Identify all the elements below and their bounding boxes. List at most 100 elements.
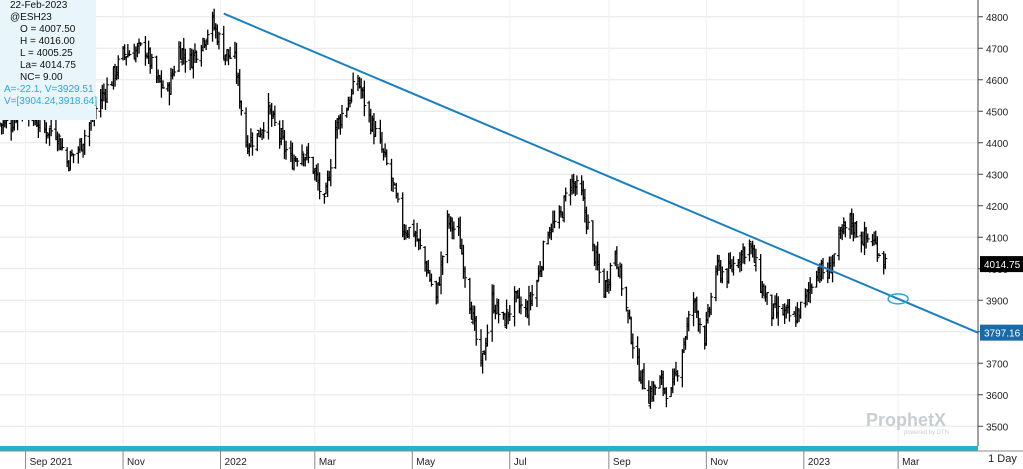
x-tick-label: Jul <box>514 457 527 468</box>
ohlc-bar <box>530 284 535 307</box>
downtrend-line[interactable] <box>223 12 979 334</box>
ohlc-bar <box>753 248 758 272</box>
ohlc-bar <box>697 318 702 334</box>
y-axis: 3500360037003800390040004100420043004400… <box>977 0 1023 449</box>
gridlines <box>0 0 978 446</box>
ohlc-bar <box>183 48 188 73</box>
ohlc-bar <box>624 286 629 312</box>
y-tick-label: 3700 <box>986 359 1009 370</box>
timeframe-button[interactable]: 1 Day <box>988 453 1017 465</box>
ohlc-bar <box>787 299 792 322</box>
ohlc-bar <box>586 214 591 230</box>
y-tick-label: 4200 <box>986 202 1009 213</box>
ohlc-bar <box>747 239 752 262</box>
ohlc-bar <box>49 119 54 137</box>
y-tick-label: 4700 <box>986 44 1009 55</box>
x-axis: Sep 2021 Nov 2022 Mar May Jul Sep Nov 2023 Mar <box>0 446 1023 469</box>
ohlc-bar <box>731 256 736 276</box>
y-axis-background <box>978 0 1023 449</box>
ohlc-bar <box>418 228 423 250</box>
x-tick-label: Sep <box>613 457 631 468</box>
ohlc-bar <box>239 100 244 116</box>
ohlc-bar <box>541 240 546 271</box>
ohlc-bar <box>686 310 691 332</box>
ohlc-bar <box>485 324 490 347</box>
ohlc-bar <box>266 93 271 140</box>
ohlc-bar <box>876 253 881 257</box>
x-tick-label: Sep 2021 <box>30 457 73 468</box>
ohlc-bar <box>597 253 602 284</box>
price-tags: 4014.75 3797.16 <box>980 256 1023 341</box>
angle-value: A=-22.1, V=3929.51 <box>4 84 94 95</box>
ohlc-bar <box>883 253 888 270</box>
value-range: V=[3904.24,3918.64] <box>4 96 98 107</box>
ohlc-bar <box>614 246 619 270</box>
ohlc-bar <box>60 138 65 150</box>
ohlc-bar <box>284 140 289 160</box>
ohlc-bar <box>149 53 154 69</box>
ohlc-bar <box>328 159 333 187</box>
bottom-band <box>0 446 978 451</box>
last-price-label: 4014.75 <box>984 260 1021 271</box>
ohlc-bar <box>57 133 62 151</box>
ohlc-bar <box>619 263 624 296</box>
ohlc-bar <box>71 153 76 164</box>
ohlc-bar <box>504 299 509 329</box>
ohlc-bar <box>440 255 445 275</box>
high-value: H = 4016.00 <box>20 36 75 47</box>
ohlc-bar <box>161 80 165 89</box>
ohlc-bar <box>765 292 770 305</box>
ohlc-bar <box>295 157 300 167</box>
ohlc-bar <box>875 236 880 262</box>
ohlc-bar <box>216 31 221 50</box>
ohlc-bar <box>627 309 632 320</box>
ohlc-bar <box>200 37 205 52</box>
y-tick-label: 4600 <box>986 76 1009 87</box>
x-tick-label: May <box>416 457 435 468</box>
ohlc-bar <box>127 50 132 57</box>
trendline-touch-marker <box>887 293 909 305</box>
ohlc-bar <box>82 129 87 155</box>
x-axis-background <box>0 451 1023 469</box>
ohlc-bar <box>228 46 233 60</box>
ohlc-bar <box>300 144 305 166</box>
y-tick-label: 4400 <box>986 139 1009 150</box>
ohlc-bar <box>709 292 714 316</box>
ohlc-bar <box>854 220 859 238</box>
open-value: O = 4007.50 <box>20 24 76 35</box>
ohlc-bar <box>680 349 685 388</box>
ohlc-bar <box>608 262 613 291</box>
ohlc-bar <box>221 25 226 60</box>
y-tick-label: 4300 <box>986 170 1009 181</box>
y-tick-label: 4800 <box>986 13 1009 24</box>
y-tick-label: 4500 <box>986 107 1009 118</box>
ohlc-bar <box>322 193 327 204</box>
ohlc-bar <box>250 132 255 156</box>
x-tick-label: 2022 <box>225 457 248 468</box>
ohlc-bar <box>653 385 658 396</box>
ohlc-info-panel: 22-Feb-2023 @ESH23 O = 4007.50 H = 4016.… <box>0 0 98 120</box>
y-tick-label: 3500 <box>986 422 1009 433</box>
ohlc-bar <box>552 210 557 229</box>
ohlc-bar <box>384 149 389 166</box>
ohlc-bar <box>194 51 199 63</box>
ohlc-bar <box>351 72 356 95</box>
ohlc-bar <box>558 206 563 218</box>
trendline-price-label: 3797.16 <box>984 329 1021 340</box>
ohlc-bar <box>69 149 74 157</box>
ohlc-bar <box>192 43 197 64</box>
ohlc-bar <box>339 104 344 129</box>
ohlc-bar <box>651 381 656 402</box>
low-value: L = 4005.25 <box>20 48 73 59</box>
ohlc-bar <box>272 105 277 127</box>
ohlc-bar <box>116 55 121 80</box>
ohlc-bar <box>395 192 400 203</box>
last-price-tag <box>980 256 1023 273</box>
ohlc-bar <box>105 77 110 104</box>
ohlc-bar <box>675 370 680 382</box>
x-tick-label: Nov <box>710 457 728 468</box>
ohlc-bar <box>371 113 376 145</box>
date-label: 22-Feb-2023 <box>10 0 68 11</box>
ohlc-bar <box>261 122 266 139</box>
